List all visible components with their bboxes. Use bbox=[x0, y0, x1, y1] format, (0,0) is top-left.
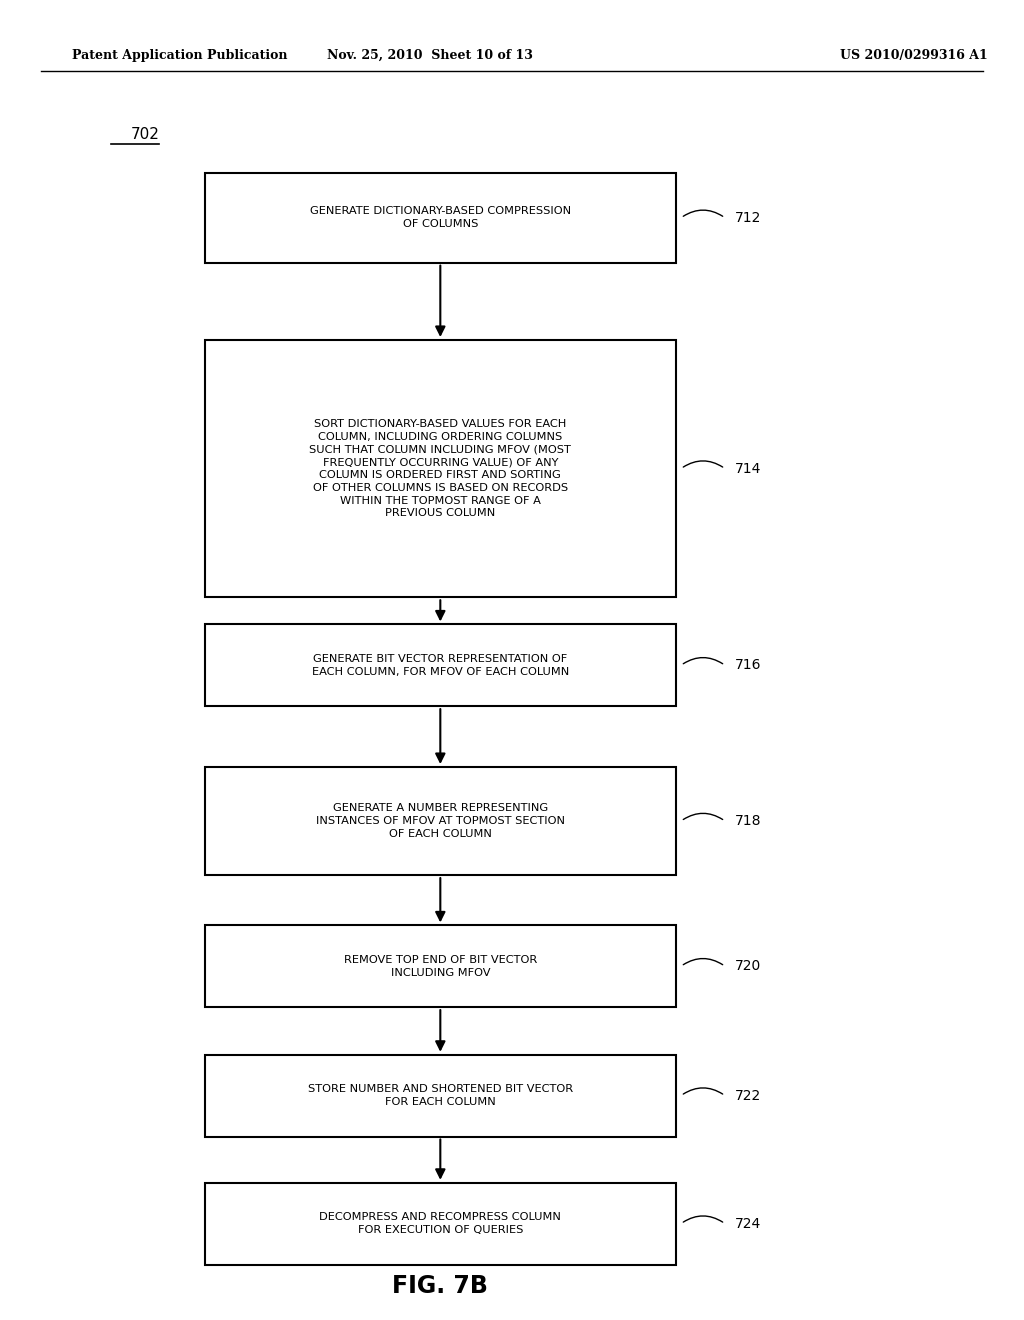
Text: 712: 712 bbox=[735, 211, 762, 224]
FancyBboxPatch shape bbox=[205, 925, 676, 1007]
FancyBboxPatch shape bbox=[205, 1183, 676, 1265]
Text: 720: 720 bbox=[735, 960, 762, 973]
FancyBboxPatch shape bbox=[205, 767, 676, 875]
Text: GENERATE DICTIONARY-BASED COMPRESSION
OF COLUMNS: GENERATE DICTIONARY-BASED COMPRESSION OF… bbox=[309, 206, 571, 230]
FancyBboxPatch shape bbox=[205, 341, 676, 597]
Text: STORE NUMBER AND SHORTENED BIT VECTOR
FOR EACH COLUMN: STORE NUMBER AND SHORTENED BIT VECTOR FO… bbox=[308, 1084, 572, 1107]
Text: FIG. 7B: FIG. 7B bbox=[392, 1274, 488, 1298]
Text: 716: 716 bbox=[735, 659, 762, 672]
FancyBboxPatch shape bbox=[205, 173, 676, 263]
Text: 722: 722 bbox=[735, 1089, 762, 1102]
Text: Patent Application Publication: Patent Application Publication bbox=[72, 49, 287, 62]
Text: SORT DICTIONARY-BASED VALUES FOR EACH
COLUMN, INCLUDING ORDERING COLUMNS
SUCH TH: SORT DICTIONARY-BASED VALUES FOR EACH CO… bbox=[309, 418, 571, 519]
FancyBboxPatch shape bbox=[205, 624, 676, 706]
Text: 718: 718 bbox=[735, 814, 762, 828]
Text: 702: 702 bbox=[131, 127, 160, 143]
Text: Nov. 25, 2010  Sheet 10 of 13: Nov. 25, 2010 Sheet 10 of 13 bbox=[327, 49, 534, 62]
Text: GENERATE BIT VECTOR REPRESENTATION OF
EACH COLUMN, FOR MFOV OF EACH COLUMN: GENERATE BIT VECTOR REPRESENTATION OF EA… bbox=[311, 653, 569, 677]
Text: REMOVE TOP END OF BIT VECTOR
INCLUDING MFOV: REMOVE TOP END OF BIT VECTOR INCLUDING M… bbox=[344, 954, 537, 978]
Text: 724: 724 bbox=[735, 1217, 762, 1230]
Text: 714: 714 bbox=[735, 462, 762, 475]
Text: GENERATE A NUMBER REPRESENTING
INSTANCES OF MFOV AT TOPMOST SECTION
OF EACH COLU: GENERATE A NUMBER REPRESENTING INSTANCES… bbox=[315, 804, 565, 838]
Text: DECOMPRESS AND RECOMPRESS COLUMN
FOR EXECUTION OF QUERIES: DECOMPRESS AND RECOMPRESS COLUMN FOR EXE… bbox=[319, 1212, 561, 1236]
Text: US 2010/0299316 A1: US 2010/0299316 A1 bbox=[840, 49, 987, 62]
FancyBboxPatch shape bbox=[205, 1055, 676, 1137]
